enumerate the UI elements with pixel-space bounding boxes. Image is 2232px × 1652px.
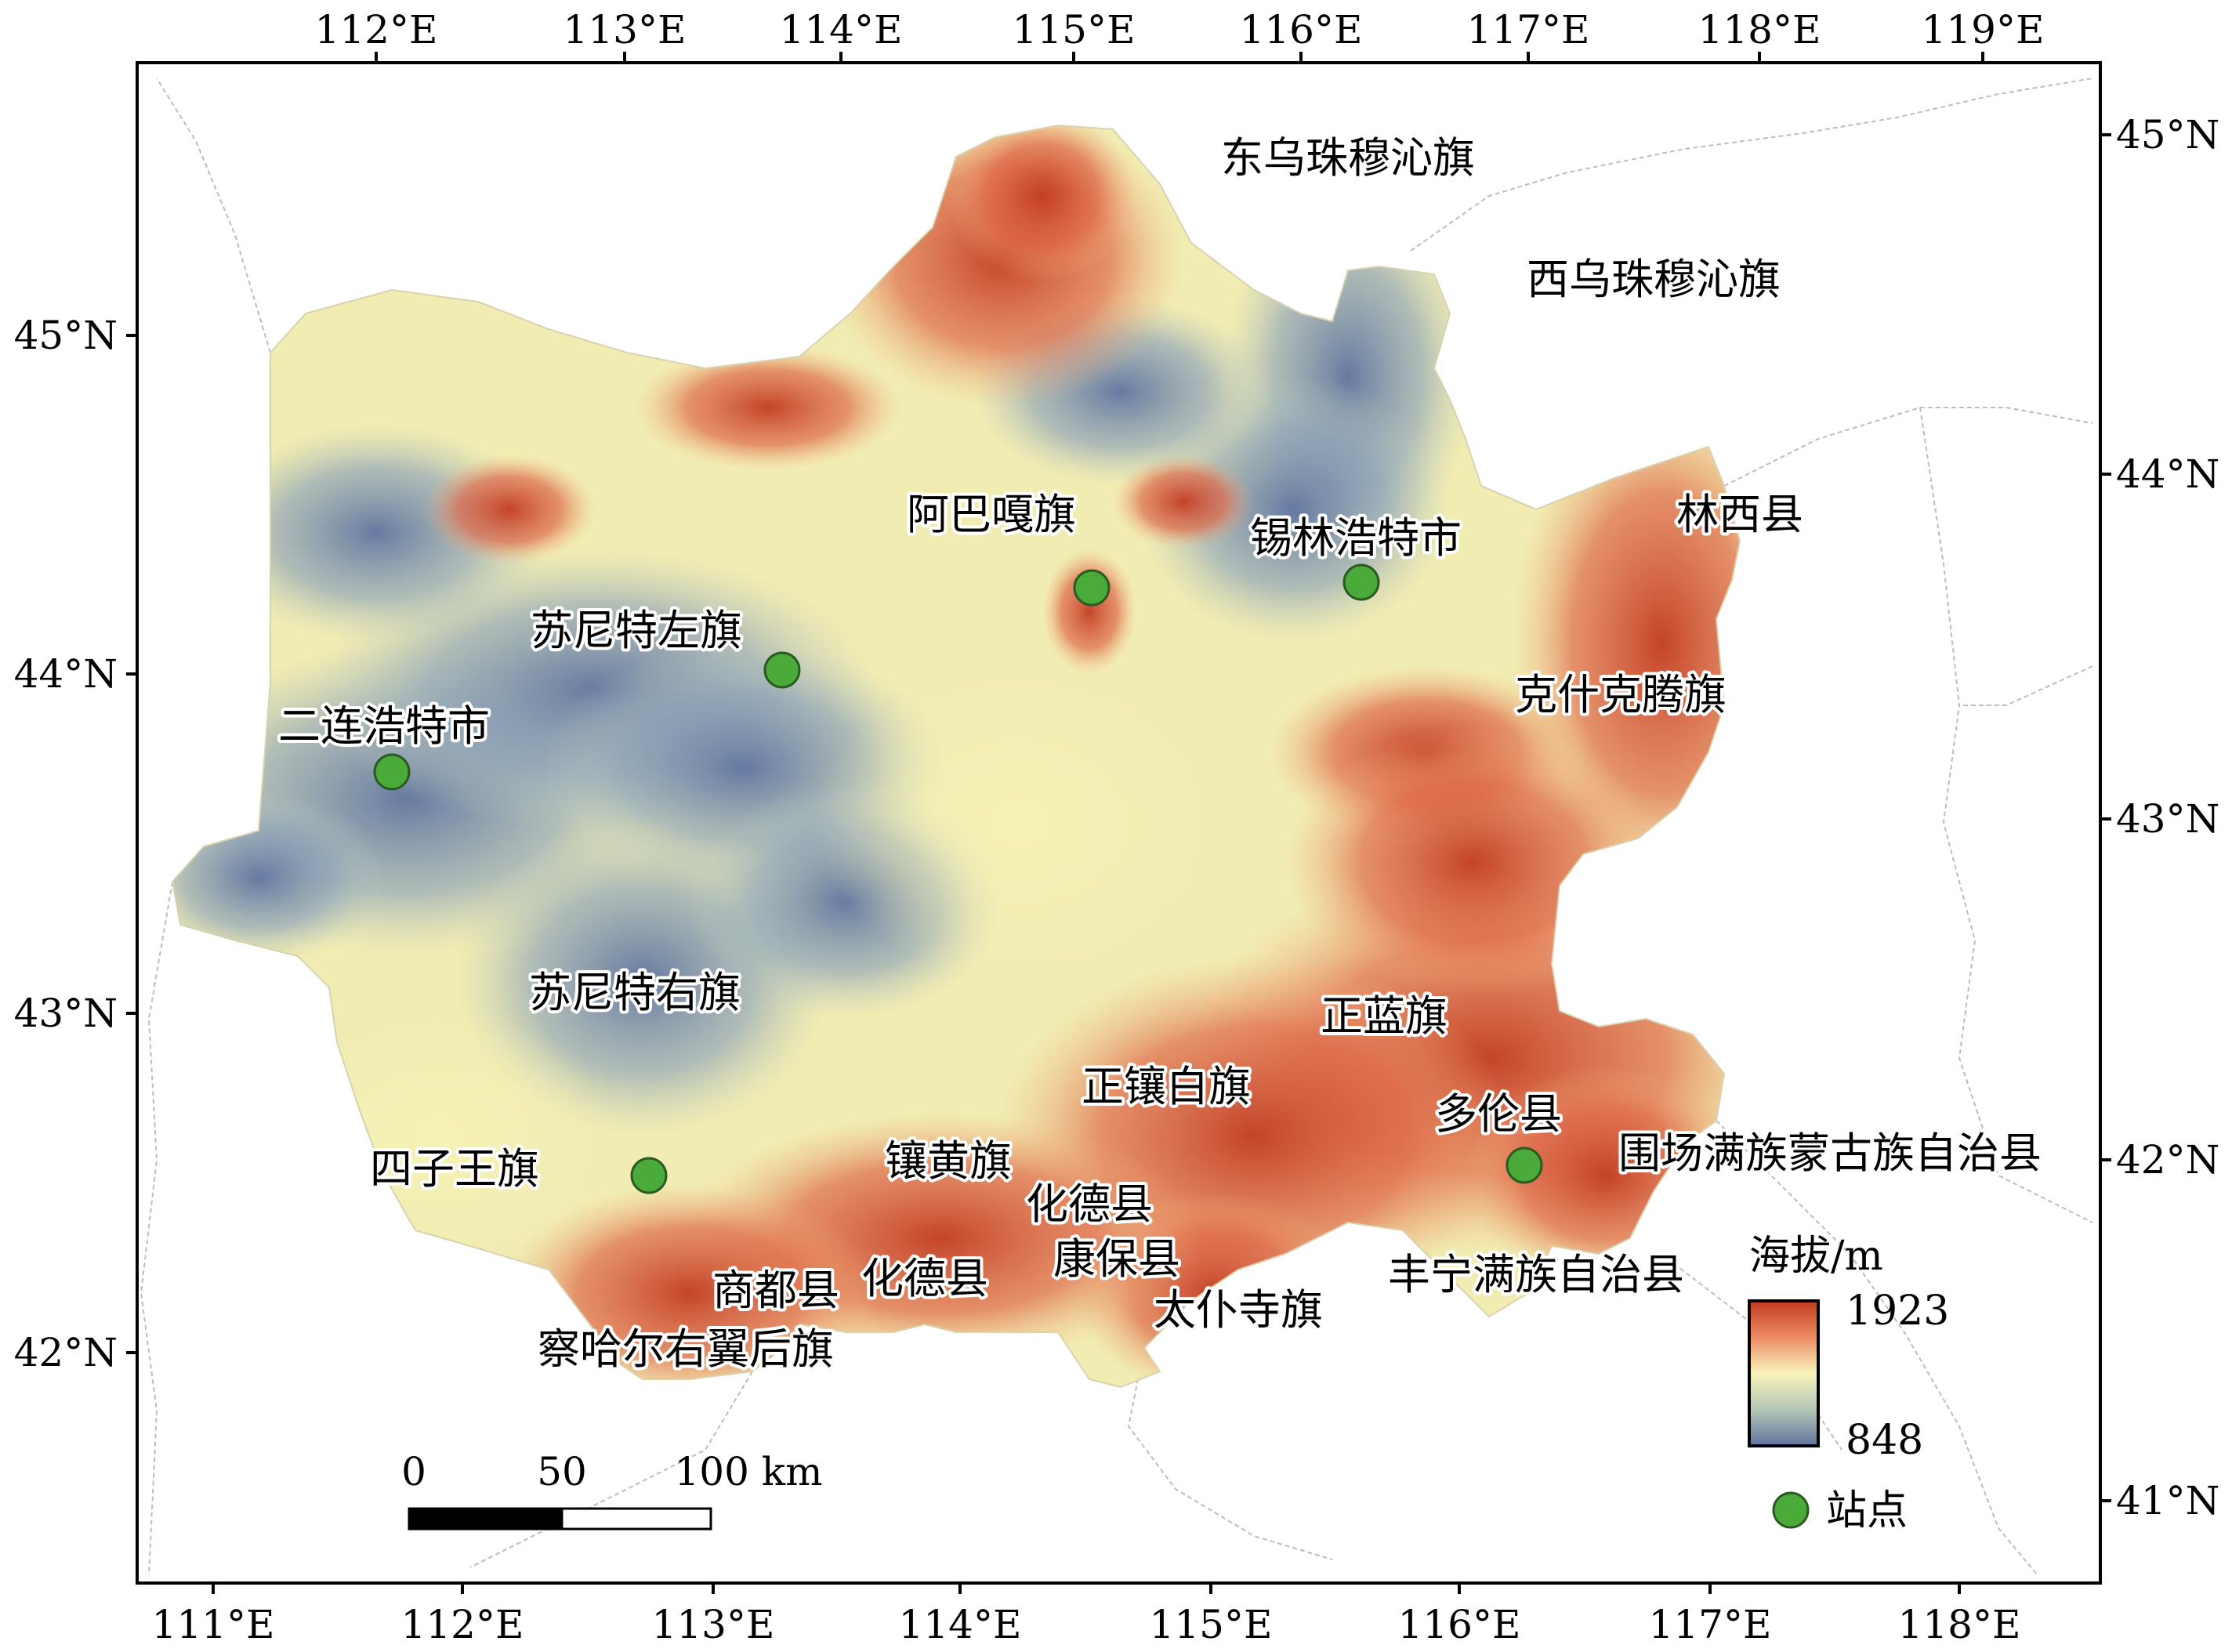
scale-label: 0 <box>401 1449 426 1494</box>
bottom-tick-label: 115°E <box>1150 1602 1273 1647</box>
station-marker <box>630 1157 668 1194</box>
legend: 海拔/m 1923 848 站点 <box>1748 1233 1949 1534</box>
scale-bar: 0 50 100 km <box>401 1449 823 1531</box>
top-tick-label: 114°E <box>780 7 903 53</box>
scale-label: 50 <box>537 1449 587 1494</box>
top-tick-label: 115°E <box>1013 7 1136 53</box>
station-markers <box>373 563 1543 1194</box>
station-marker <box>1506 1147 1543 1184</box>
region-label: 四子王旗 <box>370 1144 539 1194</box>
region-label: 太仆寺旗 <box>1154 1285 1323 1335</box>
right-tick-label: 41°N <box>2116 1478 2219 1523</box>
top-tick-label: 119°E <box>1922 7 2045 53</box>
region-label: 正镶白旗 <box>1082 1062 1251 1111</box>
top-tick-label: 117°E <box>1467 7 1590 53</box>
right-tick-label: 44°N <box>2116 451 2219 497</box>
region-label: 东乌珠穆沁旗 <box>1221 133 1475 183</box>
region-label: 围场满族蒙古族自治县 <box>1618 1129 2042 1178</box>
legend-min: 848 <box>1846 1417 1923 1464</box>
region-label: 苏尼特左旗 <box>531 606 742 655</box>
left-tick-label: 43°N <box>14 991 118 1036</box>
region-label: 锡林浩特市 <box>1250 513 1462 563</box>
region-label: 化德县 <box>1026 1179 1153 1229</box>
right-tick-label: 43°N <box>2116 796 2219 842</box>
bottom-tick-label: 113°E <box>652 1602 775 1647</box>
bottom-tick-label: 114°E <box>899 1602 1022 1647</box>
region-label: 化德县 <box>861 1254 988 1303</box>
left-tick-label: 45°N <box>14 313 118 358</box>
left-tick-label: 42°N <box>14 1330 118 1375</box>
station-marker <box>1342 563 1380 601</box>
region-label: 林西县 <box>1676 490 1803 539</box>
station-marker <box>1073 569 1111 607</box>
admin-boundaries <box>140 78 2093 1576</box>
top-tick-label: 112°E <box>315 7 438 53</box>
region-label: 察哈尔右翼后旗 <box>538 1324 834 1374</box>
top-tick-label: 118°E <box>1698 7 1821 53</box>
scale-label: 100 km <box>674 1449 822 1494</box>
top-tick-label: 116°E <box>1240 7 1363 53</box>
region-label: 西乌珠穆沁旗 <box>1527 255 1781 304</box>
legend-max: 1923 <box>1846 1288 1949 1335</box>
bottom-tick-label: 111°E <box>152 1602 275 1647</box>
region-label: 多伦县 <box>1435 1089 1562 1139</box>
legend-colorbar <box>1748 1299 1820 1447</box>
region-outline <box>171 124 1741 1389</box>
region-label: 商都县 <box>712 1266 839 1315</box>
bottom-tick-label: 112°E <box>401 1602 524 1647</box>
right-tick-label: 45°N <box>2116 112 2219 158</box>
left-tick-label: 44°N <box>14 651 118 697</box>
scale-bar-segment-white <box>560 1507 712 1531</box>
station-marker <box>763 651 801 689</box>
station-marker <box>373 753 411 791</box>
scale-bar-segment-black <box>408 1507 563 1531</box>
bottom-tick-label: 117°E <box>1649 1602 1772 1647</box>
region-label: 阿巴嘎旗 <box>907 490 1076 539</box>
bottom-tick-label: 118°E <box>1898 1602 2021 1647</box>
region-label: 正蓝旗 <box>1321 991 1448 1041</box>
right-tick-label: 42°N <box>2116 1137 2219 1183</box>
legend-title: 海拔/m <box>1749 1233 1883 1280</box>
region-label: 丰宁满族自治县 <box>1388 1250 1684 1299</box>
bottom-tick-label: 116°E <box>1398 1602 1521 1647</box>
region-label: 苏尼特右旗 <box>529 968 741 1017</box>
region-label: 克什克腾旗 <box>1515 670 1727 719</box>
legend-station-marker <box>1772 1491 1810 1529</box>
region-label: 康保县 <box>1053 1234 1180 1284</box>
region-label: 镶黄旗 <box>885 1136 1012 1186</box>
top-tick-label: 113°E <box>563 7 687 53</box>
axis-ticks <box>126 52 2111 1594</box>
legend-station-label: 站点 <box>1826 1487 1908 1534</box>
region-label: 二连浩特市 <box>278 701 490 751</box>
